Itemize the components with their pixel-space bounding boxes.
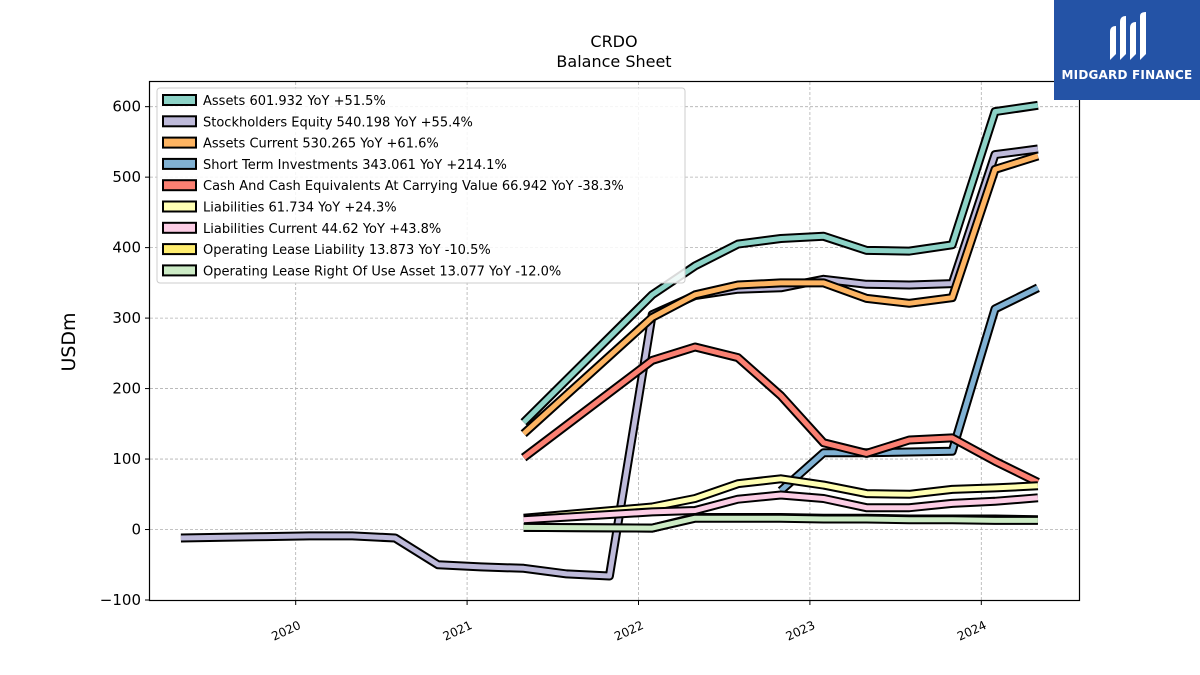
x-tick-label: 2022 xyxy=(612,618,646,644)
legend-entry: Short Term Investments 343.061 YoY +214.… xyxy=(203,158,507,173)
x-tick-label: 2023 xyxy=(784,618,818,644)
x-tick-label: 2021 xyxy=(441,618,475,644)
series-line xyxy=(523,490,1039,525)
series-layer xyxy=(180,100,1040,581)
legend-swatch xyxy=(162,157,197,170)
legend-swatch xyxy=(162,200,197,213)
y-tick-label: 200 xyxy=(112,380,141,398)
legend-entry: Operating Lease Right Of Use Asset 13.07… xyxy=(203,264,561,279)
series-line xyxy=(520,342,1040,487)
chart-title: CRDO xyxy=(590,32,637,51)
midgard-logo: MIDGARD FINANCE xyxy=(1054,0,1200,100)
series-line xyxy=(523,474,1039,523)
y-tick-label: 0 xyxy=(131,521,141,539)
y-tick-label: 400 xyxy=(112,239,141,257)
y-tick-label: 500 xyxy=(112,168,141,186)
legend-swatch xyxy=(162,115,197,128)
y-axis-label: USDm xyxy=(58,312,80,371)
series-line xyxy=(777,283,1040,495)
legend-swatch xyxy=(162,221,197,234)
legend-entry: Liabilities 61.734 YoY +24.3% xyxy=(203,201,397,216)
legend-entry: Operating Lease Liability 13.873 YoY -10… xyxy=(203,243,491,258)
midgard-logo-icon xyxy=(1110,12,1146,60)
x-tick-label: 2024 xyxy=(955,618,989,644)
legend-entry: Assets 601.932 YoY +51.5% xyxy=(203,94,386,109)
chart-subtitle: Balance Sheet xyxy=(556,52,671,71)
legend-swatch xyxy=(162,94,197,106)
legend-swatch xyxy=(162,243,197,256)
legend-box xyxy=(156,87,686,284)
legend-entry: Stockholders Equity 540.198 YoY +55.4% xyxy=(203,115,473,130)
legend-entry: Assets Current 530.265 YoY +61.6% xyxy=(203,137,439,152)
legend-entry: Cash And Cash Equivalents At Carrying Va… xyxy=(203,179,624,194)
x-tick-label: 2020 xyxy=(269,618,303,644)
series-line xyxy=(520,151,1040,438)
y-tick-label: 300 xyxy=(112,309,141,327)
logo-text: MIDGARD FINANCE xyxy=(1061,68,1193,82)
legend-swatch xyxy=(162,136,197,149)
y-tick-label: 100 xyxy=(112,450,141,468)
legend: Assets 601.932 YoY +51.5% Stockholders Eq… xyxy=(156,87,686,284)
legend-swatch xyxy=(162,264,197,277)
y-tick-label: −100 xyxy=(100,591,141,609)
series-line xyxy=(180,144,1039,581)
y-tick-label: 600 xyxy=(112,98,141,116)
series-line xyxy=(523,513,1038,533)
legend-entry: Liabilities Current 44.62 YoY +43.8% xyxy=(203,222,441,237)
plot-frame xyxy=(148,80,1081,602)
legend-swatch xyxy=(162,179,197,192)
